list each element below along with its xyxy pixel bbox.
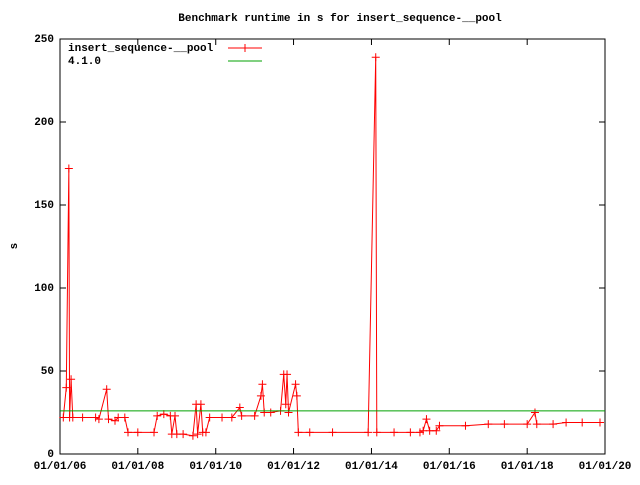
point-marker (62, 383, 71, 392)
y-tick-label: 50 (41, 366, 54, 378)
point-marker (432, 426, 441, 435)
point-marker (235, 403, 244, 412)
point-marker (201, 428, 210, 437)
point-marker (364, 428, 373, 437)
y-tick-label: 250 (34, 34, 54, 46)
point-marker (371, 53, 380, 62)
point-marker (372, 428, 381, 437)
y-tick-label: 200 (34, 117, 54, 129)
point-marker (68, 413, 77, 422)
x-tick-label: 01/01/20 (579, 461, 632, 473)
x-tick-label: 01/01/14 (345, 461, 398, 473)
legend-label: insert_sequence-__pool (68, 43, 214, 55)
point-marker (266, 408, 275, 417)
point-marker (461, 421, 470, 430)
point-marker (91, 413, 100, 422)
point-marker (218, 413, 227, 422)
point-marker (196, 400, 205, 409)
point-marker (281, 400, 290, 409)
point-marker (406, 428, 415, 437)
point-marker (124, 428, 133, 437)
point-marker (227, 413, 236, 422)
legend-label: 4.1.0 (68, 56, 101, 68)
point-marker (67, 375, 76, 384)
point-marker (532, 420, 541, 429)
point-marker (291, 380, 300, 389)
point-marker (153, 411, 162, 420)
point-marker (256, 391, 265, 400)
point-marker (120, 413, 129, 422)
point-marker (205, 413, 214, 422)
point-marker (150, 428, 159, 437)
point-marker (193, 430, 202, 439)
point-marker (159, 410, 168, 419)
point-marker (250, 411, 259, 420)
point-marker (111, 416, 120, 425)
point-marker (484, 420, 493, 429)
x-tick-label: 01/01/18 (501, 461, 554, 473)
point-marker (292, 391, 301, 400)
point-marker (422, 415, 431, 424)
point-marker (104, 415, 113, 424)
point-marker (562, 418, 571, 427)
point-marker (171, 411, 180, 420)
point-marker (283, 370, 292, 379)
point-marker (530, 408, 539, 417)
legend-marker (241, 44, 249, 52)
x-tick-label: 01/01/10 (189, 461, 242, 473)
point-marker (328, 428, 337, 437)
point-marker (523, 420, 532, 429)
point-marker (305, 428, 314, 437)
point-marker (94, 415, 103, 424)
y-tick-label: 0 (47, 449, 54, 461)
point-marker (102, 385, 111, 394)
y-axis-label: s (9, 243, 21, 250)
point-marker (294, 428, 303, 437)
x-tick-label: 01/01/12 (267, 461, 320, 473)
point-marker (415, 428, 424, 437)
point-marker (578, 418, 587, 427)
point-marker (284, 408, 293, 417)
point-marker (188, 431, 197, 440)
chart-title: Benchmark runtime in s for insert_sequen… (178, 13, 502, 25)
point-marker (258, 380, 267, 389)
point-marker (435, 421, 444, 430)
x-tick-label: 01/01/08 (111, 461, 164, 473)
point-marker (179, 430, 188, 439)
point-marker (595, 418, 604, 427)
point-marker (64, 164, 73, 173)
point-marker (390, 428, 399, 437)
point-marker (78, 413, 87, 422)
x-tick-label: 01/01/06 (34, 461, 87, 473)
point-marker (549, 420, 558, 429)
point-marker (237, 411, 246, 420)
plot-border (59, 38, 606, 455)
y-tick-label: 150 (34, 200, 54, 212)
series-line (62, 57, 600, 437)
point-marker (500, 420, 509, 429)
x-tick-label: 01/01/16 (423, 461, 476, 473)
y-tick-label: 100 (34, 283, 54, 295)
point-marker (133, 428, 142, 437)
